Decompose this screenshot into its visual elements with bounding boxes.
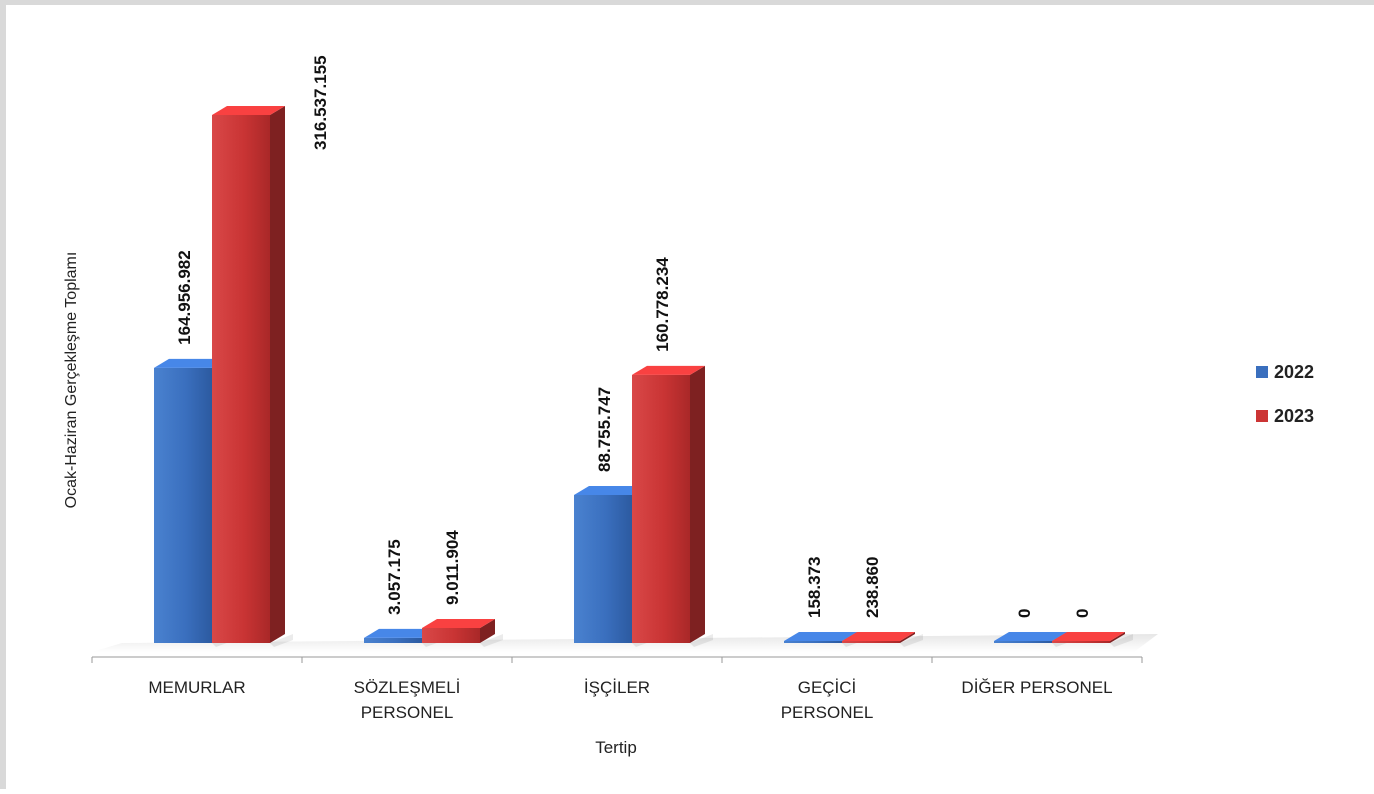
legend-swatch — [1256, 366, 1268, 378]
data-label-2023-3: 238.860 — [863, 557, 882, 618]
bar-top — [1052, 632, 1125, 641]
frame-border-top — [0, 0, 1374, 5]
bar-front — [422, 627, 480, 643]
data-label-2023-1: 9.011.904 — [443, 530, 462, 605]
bar-side — [690, 365, 705, 643]
bar-2023-1 — [422, 618, 503, 647]
bar-top — [994, 632, 1067, 641]
data-label-2022-1: 3.057.175 — [385, 539, 404, 615]
category-label-1: PERSONEL — [361, 703, 454, 722]
x-axis — [91, 656, 1143, 663]
bar-side — [900, 632, 915, 643]
legend-item-2023: 2023 — [1256, 406, 1314, 426]
legend: 2022 2023 — [1256, 362, 1314, 426]
bar-top — [212, 106, 285, 115]
bar-2023-4 — [1052, 632, 1133, 647]
bars — [154, 106, 1133, 647]
data-labels: 164.956.982 316.537.155 3.057.175 9.011.904… — [175, 55, 1092, 618]
bar-top — [842, 632, 915, 641]
bar-side — [1110, 632, 1125, 643]
bar-front — [364, 637, 422, 643]
legend-label: 2022 — [1274, 362, 1314, 382]
data-label-2023-0: 316.537.155 — [311, 55, 330, 150]
bar-top — [422, 618, 495, 628]
bar-shadow — [690, 634, 713, 647]
category-label-2: İŞÇİLER — [584, 678, 650, 697]
bar-front — [784, 641, 842, 643]
bar-top — [574, 485, 647, 495]
bar-2023-2 — [632, 365, 713, 647]
data-label-2023-4: 0 — [1073, 609, 1092, 618]
bar-side — [480, 618, 495, 643]
bar-front — [632, 374, 690, 643]
frame-border-left — [0, 0, 6, 789]
category-label-0: MEMURLAR — [148, 678, 245, 697]
bar-shadow — [900, 634, 923, 647]
category-label-1: SÖZLEŞMELİ — [354, 678, 461, 697]
data-label-2022-2: 88.755.747 — [595, 387, 614, 472]
bar-front — [842, 641, 900, 643]
bar-front — [154, 367, 212, 643]
bar-top — [784, 632, 857, 641]
data-label-2022-4: 0 — [1015, 609, 1034, 618]
category-label-4: DİĞER PERSONEL — [961, 678, 1112, 697]
legend-swatch — [1256, 410, 1268, 422]
legend-label: 2023 — [1274, 406, 1314, 426]
bar-front — [1052, 641, 1110, 643]
category-label-3: PERSONEL — [781, 703, 874, 722]
bar-front — [574, 494, 632, 643]
category-label-3: GEÇİCİ — [798, 678, 857, 697]
x-axis-title: Tertip — [595, 738, 637, 757]
bar-front — [994, 641, 1052, 643]
bar-top — [364, 628, 437, 638]
bar-shadow — [480, 634, 503, 647]
legend-item-2022: 2022 — [1256, 362, 1314, 382]
data-label-2022-3: 158.373 — [805, 557, 824, 618]
bar-shadow — [1110, 634, 1133, 647]
data-label-2022-0: 164.956.982 — [175, 250, 194, 345]
bar-top — [632, 365, 705, 375]
y-axis-title: Ocak-Haziran Gerçekleşme Toplamı — [63, 252, 80, 509]
bar-top — [154, 358, 227, 368]
bar-front — [212, 115, 270, 643]
data-label-2023-2: 160.778.234 — [653, 257, 672, 352]
bar-2023-0 — [212, 106, 293, 647]
bar-side — [270, 106, 285, 643]
category-labels: MEMURLAR SÖZLEŞMELİ PERSONEL İŞÇİLER GEÇİCİ P… — [148, 678, 1112, 722]
bar-2023-3 — [842, 632, 923, 647]
bar-shadow — [270, 634, 293, 647]
